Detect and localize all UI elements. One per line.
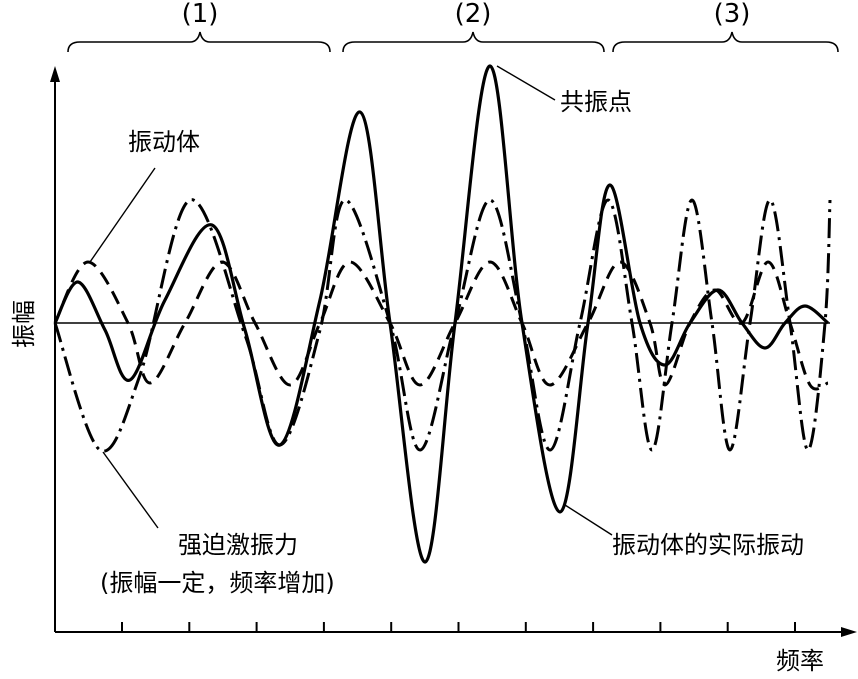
region-brace-1 <box>67 31 331 53</box>
actual-vibration-curve <box>53 64 830 564</box>
region-brace-2 <box>342 31 605 53</box>
forcing-force-curve <box>53 198 832 453</box>
leader-resonance-point <box>496 65 556 101</box>
region-brace-3 <box>612 31 839 53</box>
label-actual-vibration: 振动体的实际振动 <box>612 531 804 559</box>
leader-vibrating-body <box>89 167 156 263</box>
leader-forcing-force <box>102 451 159 529</box>
x-axis-arrow <box>841 627 857 637</box>
label-forcing-force: 强迫激振力 <box>178 531 298 559</box>
y-axis-arrow <box>50 66 60 82</box>
y-axis-label: 振幅 <box>10 300 38 348</box>
label-vibrating-body: 振动体 <box>128 128 200 156</box>
leader-actual-vibration <box>564 504 613 536</box>
region-label-3: (3) <box>714 0 751 29</box>
x-axis-label: 频率 <box>776 647 824 675</box>
region-label-2: (2) <box>455 0 492 29</box>
vibrating-body-curve <box>53 260 829 391</box>
label-forcing-note: (振幅一定，频率增加) <box>100 569 335 597</box>
x-axis-ticks <box>121 622 796 632</box>
label-resonance-point: 共振点 <box>560 88 632 116</box>
region-label-1: (1) <box>182 0 219 29</box>
